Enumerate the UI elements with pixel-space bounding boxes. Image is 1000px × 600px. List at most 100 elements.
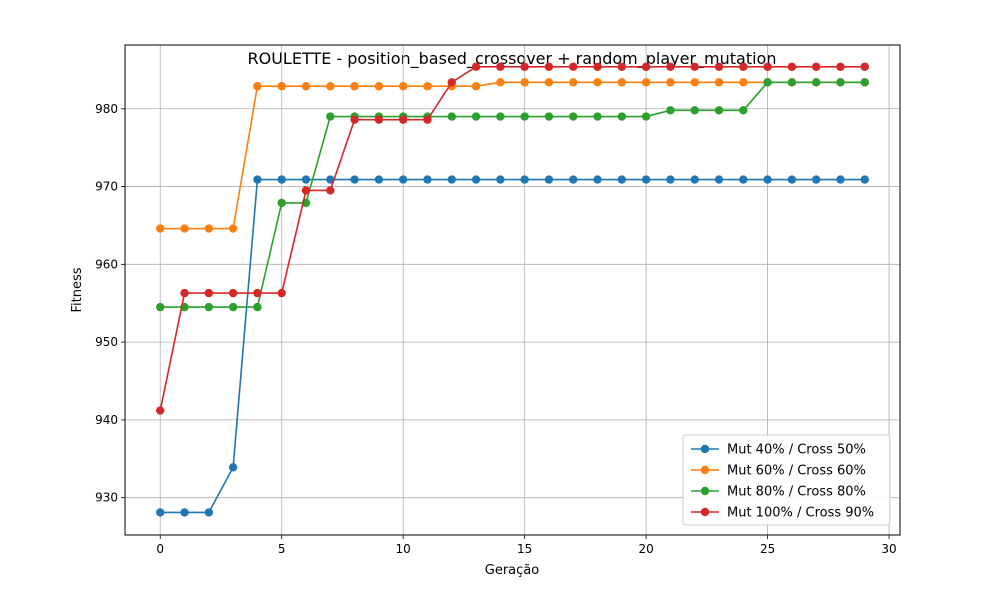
- x-tick-label: 0: [156, 542, 164, 556]
- data-point: [593, 62, 602, 71]
- x-tick-label: 25: [760, 542, 775, 556]
- series-line: [160, 81, 865, 308]
- x-tick-label: 20: [638, 542, 653, 556]
- data-point: [496, 78, 505, 87]
- series-line: [160, 81, 865, 230]
- data-point: [739, 78, 748, 87]
- data-point: [326, 175, 335, 184]
- data-point: [617, 62, 627, 71]
- legend-marker: [700, 507, 710, 517]
- data-point: [569, 78, 578, 87]
- data-point: [544, 62, 554, 71]
- data-point: [593, 175, 602, 184]
- data-point: [544, 78, 554, 87]
- data-point: [690, 62, 699, 71]
- data-point: [787, 175, 797, 184]
- data-point: [836, 78, 845, 87]
- data-point: [617, 112, 627, 121]
- data-point: [860, 175, 869, 184]
- data-point: [714, 106, 724, 115]
- data-point: [447, 78, 456, 87]
- data-point: [617, 78, 627, 87]
- data-point: [520, 78, 529, 87]
- series-1: [156, 175, 869, 517]
- data-point: [666, 78, 675, 87]
- data-point: [374, 175, 384, 184]
- data-point: [569, 112, 578, 121]
- data-point: [156, 406, 165, 415]
- data-point: [301, 186, 311, 195]
- legend-label: Mut 100% / Cross 90%: [727, 506, 874, 521]
- data-point: [156, 508, 165, 517]
- data-point: [423, 175, 432, 184]
- data-point: [763, 78, 772, 87]
- legend-marker: [700, 465, 710, 475]
- y-tick-label: 950: [95, 335, 118, 349]
- data-point: [253, 175, 262, 184]
- y-axis-label: Fitness: [70, 267, 85, 312]
- series-4: [156, 62, 869, 415]
- data-point: [811, 78, 821, 87]
- data-point: [811, 62, 821, 71]
- data-point: [228, 302, 238, 312]
- y-tick-label: 930: [95, 491, 118, 505]
- data-point: [569, 175, 578, 184]
- data-point: [374, 82, 384, 91]
- data-point: [447, 112, 456, 121]
- data-point: [641, 112, 651, 121]
- data-point: [544, 175, 554, 184]
- data-point: [569, 62, 578, 71]
- data-point: [471, 82, 481, 91]
- legend-item: Mut 100% / Cross 90%: [691, 506, 874, 521]
- data-point: [204, 302, 214, 312]
- legend-box: [682, 434, 891, 526]
- data-point: [471, 62, 481, 71]
- data-point: [350, 175, 359, 184]
- data-point: [228, 463, 238, 472]
- data-point: [326, 112, 335, 121]
- series-2: [156, 78, 869, 233]
- data-point: [423, 115, 432, 124]
- data-point: [204, 288, 214, 298]
- data-point: [423, 82, 432, 91]
- legend: Mut 40% / Cross 50% Mut 60% / Cross 60% Mu…: [682, 434, 891, 526]
- data-point: [180, 508, 189, 517]
- data-point: [739, 175, 748, 184]
- legend-item: Mut 40% / Cross 50%: [691, 443, 866, 458]
- data-point: [714, 175, 724, 184]
- y-tick-label: 960: [95, 257, 118, 271]
- data-point: [350, 115, 359, 124]
- x-tick-label: 30: [881, 542, 896, 556]
- data-point: [666, 62, 675, 71]
- data-point: [641, 175, 651, 184]
- data-point: [228, 224, 238, 233]
- data-point: [496, 112, 505, 121]
- data-point: [739, 62, 748, 71]
- data-point: [374, 115, 384, 124]
- legend-item: Mut 60% / Cross 60%: [691, 464, 866, 479]
- data-point: [180, 224, 189, 233]
- data-point: [811, 175, 821, 184]
- x-tick-label: 5: [278, 542, 286, 556]
- legend-label: Mut 60% / Cross 60%: [727, 464, 866, 479]
- x-axis-label: Geração: [485, 563, 539, 578]
- plot-frame: [124, 44, 901, 536]
- data-point: [787, 78, 797, 87]
- legend-marker: [700, 444, 710, 454]
- data-point: [860, 62, 869, 71]
- data-point: [690, 106, 699, 115]
- series-line: [159, 65, 865, 411]
- data-point: [593, 112, 602, 121]
- legend-marker: [700, 486, 710, 496]
- data-point: [836, 62, 845, 71]
- data-point: [836, 175, 845, 184]
- data-point: [180, 288, 189, 298]
- data-point: [617, 175, 627, 184]
- legend-item: Mut 80% / Cross 80%: [691, 485, 866, 500]
- data-point: [326, 186, 335, 195]
- legend-label: Mut 80% / Cross 80%: [727, 485, 866, 500]
- series-3: [156, 78, 869, 312]
- data-point: [350, 82, 359, 91]
- data-point: [253, 82, 262, 91]
